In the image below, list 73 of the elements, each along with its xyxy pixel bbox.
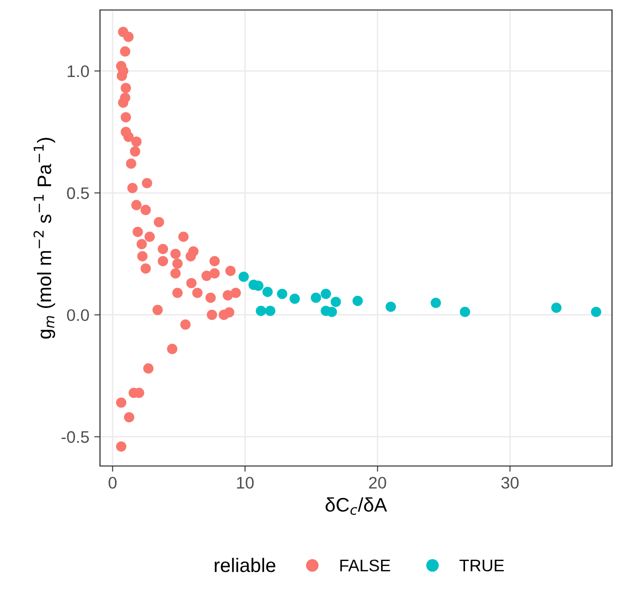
point xyxy=(170,268,181,279)
x-tick-label: 30 xyxy=(501,476,519,489)
point xyxy=(430,298,441,308)
x-axis-title: δC$_{c}$/δA xyxy=(326,497,388,515)
point xyxy=(167,344,178,354)
point xyxy=(209,268,220,279)
point xyxy=(136,238,147,250)
point xyxy=(172,258,183,269)
point xyxy=(132,226,143,238)
point xyxy=(158,244,168,254)
x-tick-label: 0 xyxy=(108,476,117,489)
legend-title: reliable xyxy=(214,558,276,572)
point xyxy=(238,272,249,282)
text: g$_{m}$ (mol m$^{−2}$ s$^{−1}$ Pa$^{−1}$) xyxy=(34,138,56,339)
point xyxy=(230,288,241,298)
y-tick-label: -0.5 xyxy=(62,431,89,443)
point xyxy=(178,232,189,242)
point xyxy=(170,248,181,259)
point xyxy=(172,288,183,298)
point xyxy=(142,178,152,188)
point xyxy=(256,306,266,316)
point xyxy=(192,288,203,298)
point xyxy=(123,132,134,142)
point xyxy=(352,296,363,306)
point xyxy=(590,306,602,318)
point xyxy=(140,204,151,216)
point xyxy=(123,32,134,42)
point xyxy=(124,412,134,422)
point xyxy=(326,306,337,318)
point xyxy=(131,200,142,210)
point xyxy=(276,288,288,299)
point xyxy=(320,288,332,299)
point xyxy=(116,70,128,81)
point xyxy=(386,302,396,312)
point xyxy=(130,146,140,157)
point xyxy=(206,310,218,320)
point xyxy=(127,182,138,194)
point xyxy=(460,306,470,318)
point xyxy=(225,266,236,276)
point xyxy=(137,251,148,262)
point xyxy=(209,256,220,266)
legend-label: FALSE xyxy=(340,560,390,572)
point xyxy=(186,278,197,288)
point xyxy=(131,136,142,147)
x-tick-label: 20 xyxy=(369,476,386,489)
point xyxy=(120,46,130,57)
y-tick-label: 1.0 xyxy=(68,65,89,78)
point xyxy=(205,292,216,303)
point xyxy=(310,292,322,303)
point xyxy=(116,397,126,408)
point xyxy=(143,363,154,374)
point xyxy=(154,217,164,228)
point xyxy=(158,256,168,266)
point xyxy=(126,158,136,169)
y-tick-label: 0.5 xyxy=(67,187,89,200)
point xyxy=(118,98,128,108)
x-tick-label: 10 xyxy=(237,476,254,489)
point xyxy=(120,82,131,94)
point xyxy=(144,232,155,242)
point xyxy=(551,302,562,313)
y-tick-label: 0.0 xyxy=(67,309,89,322)
point xyxy=(116,441,126,452)
point xyxy=(120,112,131,122)
point xyxy=(262,286,273,298)
point xyxy=(180,319,191,330)
point xyxy=(330,296,341,308)
point xyxy=(290,294,300,304)
point xyxy=(140,263,151,274)
legend-label: TRUE xyxy=(460,560,504,572)
point xyxy=(224,307,234,318)
point xyxy=(186,251,196,262)
point xyxy=(265,306,276,316)
point xyxy=(152,304,163,316)
